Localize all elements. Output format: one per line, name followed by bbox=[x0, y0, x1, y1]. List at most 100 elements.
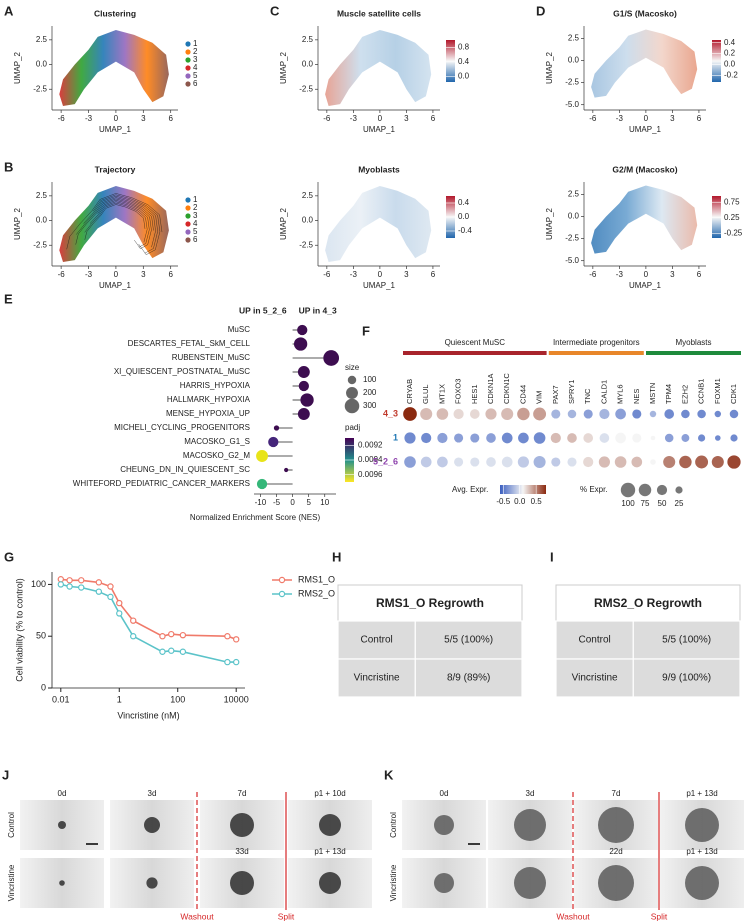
point bbox=[116, 610, 123, 617]
legend-swatch bbox=[185, 65, 191, 71]
y-axis-label: Cell viability (% to control) bbox=[14, 578, 24, 682]
panel-letter: D bbox=[536, 3, 545, 18]
colorbar-label: 0.4 bbox=[458, 57, 470, 66]
organoid bbox=[685, 866, 719, 900]
legend-label: RMS1_O bbox=[298, 574, 335, 584]
expression-dot bbox=[567, 457, 577, 467]
colorbar-label: 0.0 bbox=[458, 212, 470, 221]
y-tick-label: 0 bbox=[41, 682, 46, 692]
x-tick-label: -3 bbox=[350, 114, 358, 123]
x-tick-label: -3 bbox=[616, 270, 624, 279]
y-axis-label: UMAP_2 bbox=[545, 207, 554, 240]
panel-letter: C bbox=[270, 3, 280, 18]
point bbox=[57, 576, 65, 583]
expression-dot bbox=[649, 410, 657, 418]
velocity-stream bbox=[75, 198, 154, 245]
chart-title: Trajectory bbox=[95, 164, 136, 174]
expression-dot bbox=[663, 455, 676, 469]
point bbox=[107, 593, 114, 601]
y-tick-label: 0.0 bbox=[302, 216, 314, 225]
timepoint-label: 7d bbox=[612, 789, 621, 798]
y-tick-label: -2.5 bbox=[565, 234, 579, 243]
size-legend-dot bbox=[344, 398, 360, 414]
row-label: Vincristine bbox=[7, 864, 16, 901]
expression-dot bbox=[664, 409, 675, 419]
x-axis-label: UMAP_1 bbox=[99, 281, 132, 290]
timepoint-label: 3d bbox=[148, 789, 157, 798]
expression-dot bbox=[698, 434, 706, 442]
velocity-stream bbox=[92, 194, 161, 256]
point bbox=[179, 631, 187, 639]
expression-dot bbox=[715, 435, 721, 441]
legend-label: 5 bbox=[193, 71, 198, 80]
expression-dot bbox=[615, 408, 626, 420]
y-tick-label: 2.5 bbox=[568, 33, 580, 42]
expression-dot bbox=[533, 407, 547, 421]
velocity-stream bbox=[84, 204, 146, 240]
legend-swatch bbox=[185, 49, 191, 55]
x-tick-label: -3 bbox=[85, 114, 93, 123]
expression-dot bbox=[632, 433, 642, 443]
panel-letter: B bbox=[4, 159, 13, 174]
gene-label: CCNB1 bbox=[697, 379, 706, 404]
size-legend-dot bbox=[346, 387, 358, 399]
expr-legend-label: 0.5 bbox=[531, 497, 543, 506]
expression-dot bbox=[454, 433, 464, 443]
expression-dot bbox=[533, 455, 546, 469]
expression-dot bbox=[486, 457, 496, 467]
y-axis-label: UMAP_2 bbox=[545, 51, 554, 84]
x-tick-label: -6 bbox=[589, 114, 597, 123]
table-cell bbox=[632, 658, 741, 698]
x-axis-label: Vincristine (nM) bbox=[117, 710, 179, 720]
gene-label: FOXO3 bbox=[454, 379, 463, 404]
table-cell-text: Control bbox=[361, 635, 393, 646]
gene-label: SPRY1 bbox=[567, 380, 576, 404]
panel-letter: K bbox=[384, 767, 394, 782]
panel-letter: I bbox=[550, 549, 554, 564]
y-tick-label: -2.5 bbox=[565, 78, 579, 87]
x-tick-label: 5 bbox=[306, 498, 311, 507]
timepoint-label: p1 + 10d bbox=[314, 789, 345, 798]
legend-swatch bbox=[185, 229, 191, 235]
organoid bbox=[58, 821, 66, 829]
expression-dot bbox=[730, 434, 738, 442]
legend-label: 3 bbox=[193, 55, 198, 64]
dot bbox=[297, 408, 310, 420]
expression-dot bbox=[501, 456, 513, 468]
legend-label: 6 bbox=[193, 235, 198, 244]
chart-title: Clustering bbox=[94, 8, 136, 18]
legend-swatch bbox=[185, 41, 191, 47]
category-label: WHITEFORD_PEDIATRIC_CANCER_MARKERS bbox=[73, 479, 250, 488]
dot bbox=[323, 350, 340, 366]
x-tick-label: 100 bbox=[170, 694, 185, 704]
y-axis-label: UMAP_2 bbox=[279, 51, 288, 84]
gene-label: MYL6 bbox=[616, 384, 625, 404]
x-tick-label: 6 bbox=[431, 114, 436, 123]
expression-dot bbox=[501, 407, 514, 421]
legend-label: 2 bbox=[193, 203, 198, 212]
expression-dot bbox=[551, 409, 561, 419]
y-tick-label: 0.0 bbox=[302, 60, 314, 69]
expression-dot bbox=[567, 433, 577, 443]
chart-title: G2/M (Macosko) bbox=[612, 164, 677, 174]
panel-letter: G bbox=[4, 549, 14, 564]
split-label: Split bbox=[651, 911, 668, 921]
table-cell bbox=[414, 620, 523, 660]
gene-label: PAX7 bbox=[551, 385, 560, 404]
category-label: MACOSKO_G1_S bbox=[184, 437, 250, 446]
expression-dot bbox=[517, 407, 530, 421]
legend-swatch bbox=[185, 197, 191, 203]
expression-dot bbox=[469, 409, 480, 419]
expression-dot bbox=[650, 459, 656, 465]
pct-legend-label: 75 bbox=[641, 499, 650, 508]
gene-label: CRYAB bbox=[405, 379, 414, 404]
cell-cloud bbox=[591, 185, 698, 254]
table-cell-text: 8/9 (89%) bbox=[447, 673, 490, 684]
colorbar bbox=[712, 40, 721, 82]
expression-dot bbox=[454, 457, 464, 467]
dot bbox=[284, 467, 289, 473]
table-title-cell bbox=[337, 584, 523, 622]
expression-dot bbox=[533, 432, 546, 444]
x-tick-label: 10 bbox=[320, 498, 329, 507]
x-tick-label: 0 bbox=[644, 270, 649, 279]
